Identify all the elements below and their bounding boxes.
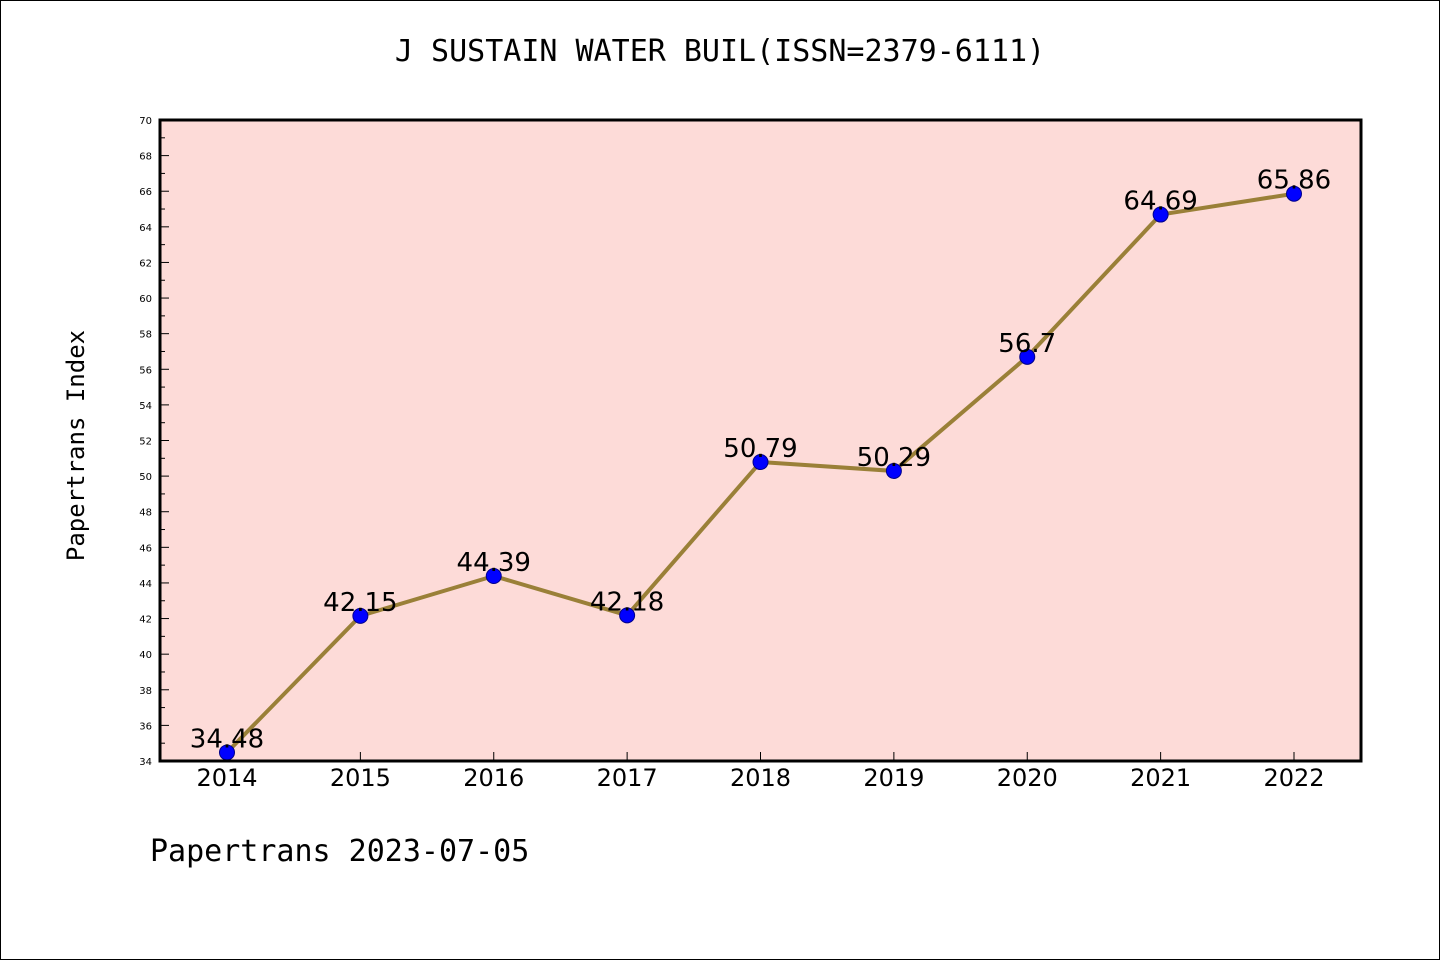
data-label: 64.69 [1123,187,1197,217]
data-label: 56.7 [998,329,1056,359]
data-label: 44.39 [457,548,531,578]
data-points [219,185,1302,761]
data-point [1152,206,1169,223]
data-point [1286,185,1302,202]
data-label: 50.29 [857,443,931,473]
y-tick-label: 46 [139,543,152,554]
y-tick-label: 58 [139,330,152,341]
x-tick-label: 2016 [463,764,524,792]
data-label: 42.15 [323,588,397,618]
y-tick-label: 34 [139,757,152,768]
x-tick-label: 2014 [196,764,257,792]
y-tick-label: 64 [139,223,152,234]
data-point [485,568,502,585]
y-tick-label: 70 [139,116,152,127]
y-tick-label: 38 [139,686,152,697]
y-tick-label: 44 [139,579,152,590]
x-tick-label: 2015 [330,764,391,792]
x-tick-label: 2021 [1130,764,1191,792]
data-label: 34.48 [190,724,264,754]
y-tick-label: 56 [139,365,152,376]
data-point [1019,348,1036,365]
x-axis: 2014 2015 2016 2017 2018 2019 2020 2021 2022 [196,752,1325,792]
plot-border [158,118,1363,763]
data-label: 50.79 [723,434,797,464]
x-tick-label: 2017 [597,764,658,792]
y-axis-label: Papertrans Index [62,330,90,561]
data-point [885,462,902,479]
x-tick-label: 2020 [997,764,1058,792]
plot-area [160,120,1361,761]
y-tick-label: 60 [139,294,152,305]
y-tick-label: 48 [139,508,152,519]
y-tick-label: 66 [139,187,152,198]
y-tick-label: 68 [139,152,152,163]
x-tick-label: 2022 [1263,764,1324,792]
y-tick-label: 50 [139,472,152,483]
data-label: 65.86 [1257,166,1331,196]
data-point [752,454,769,471]
y-tick-label: 54 [139,401,152,412]
y-tick-label: 40 [139,650,152,661]
y-tick-label: 62 [139,258,152,269]
data-label: 42.18 [590,587,664,617]
data-point [619,607,636,624]
data-labels: 34.48 42.15 44.39 42.18 50.79 50.29 56.7 64.69 6… [190,166,1331,755]
footer-date: Papertrans 2023-07-05 [150,834,530,869]
y-tick-label: 42 [139,615,152,626]
data-point [352,607,369,624]
y-tick-label: 52 [139,437,152,448]
y-tick-label: 36 [139,721,152,732]
x-tick-label: 2018 [730,764,791,792]
x-tick-label: 2019 [863,764,924,792]
chart-title: J SUSTAIN WATER BUIL(ISSN=2379-6111) [394,34,1046,69]
